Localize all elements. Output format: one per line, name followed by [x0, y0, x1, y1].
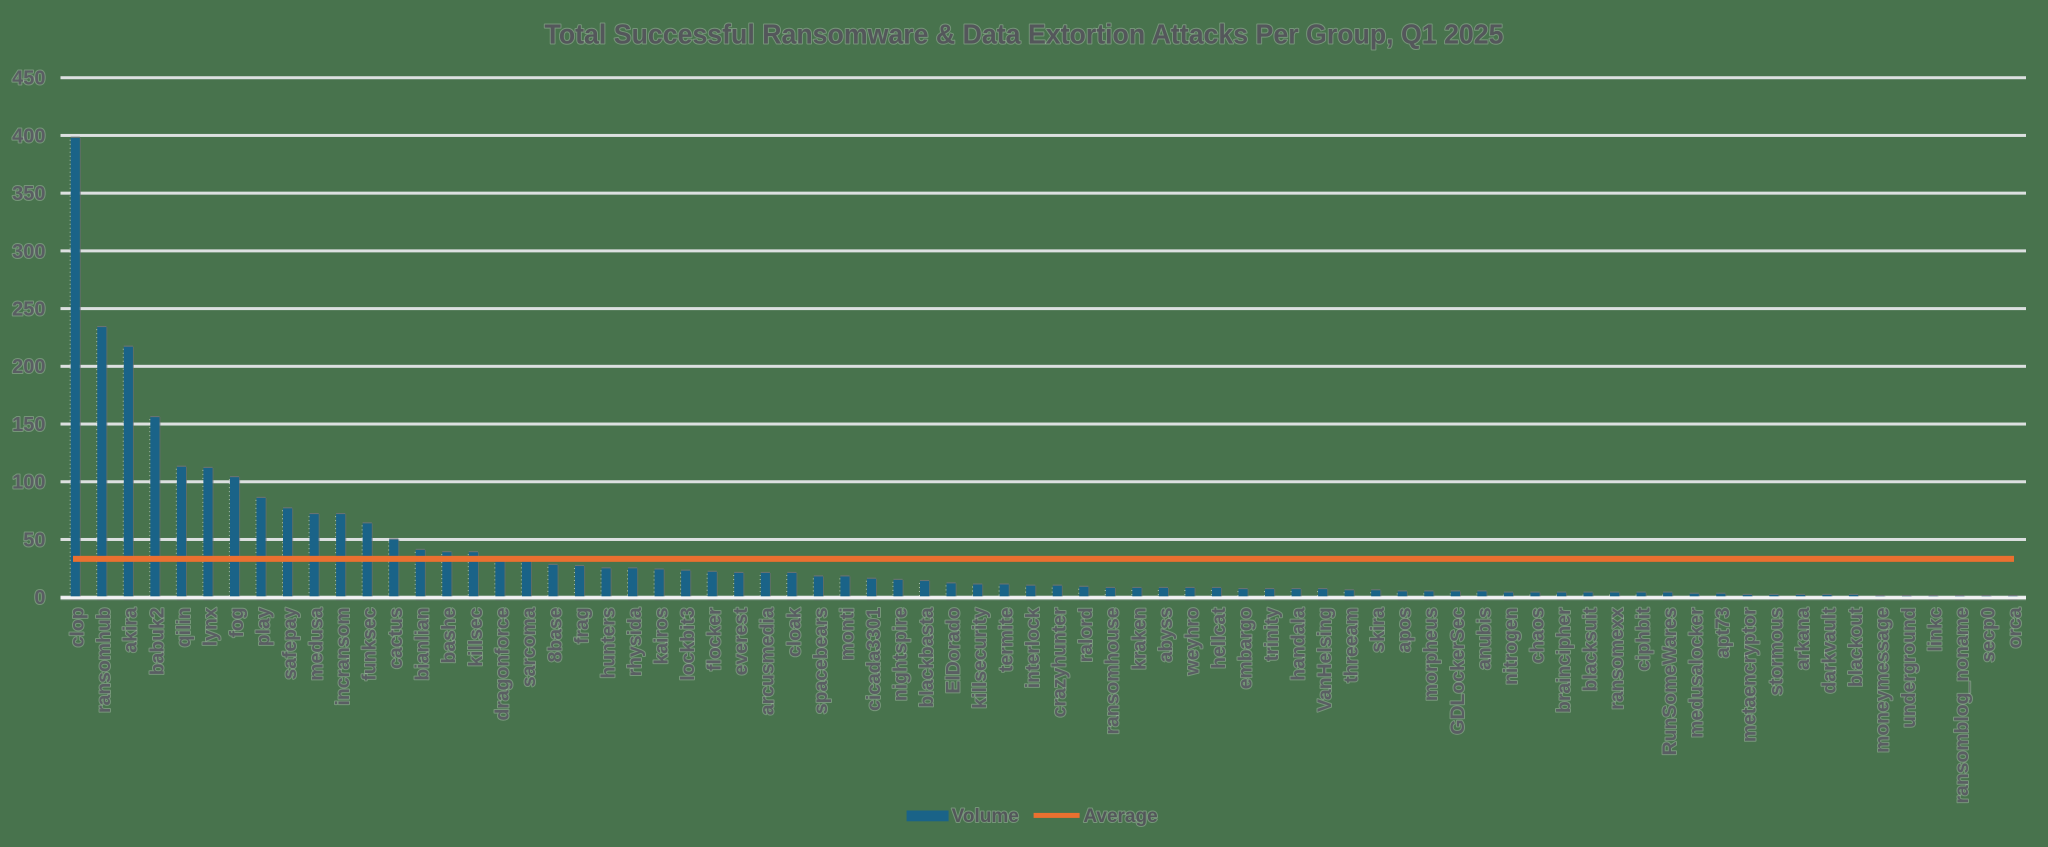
svg-text:funksec: funksec [359, 607, 381, 680]
svg-text:bashe: bashe [438, 607, 460, 663]
svg-text:kairos: kairos [651, 607, 673, 664]
svg-text:ransomhouse: ransomhouse [1102, 607, 1124, 734]
svg-text:abyss: abyss [1155, 607, 1177, 662]
svg-text:clop: clop [67, 607, 89, 647]
svg-text:anubis: anubis [1473, 607, 1495, 670]
svg-text:underground: underground [1898, 607, 1920, 728]
svg-text:flocker: flocker [704, 607, 726, 671]
svg-text:lockbit3: lockbit3 [677, 607, 699, 680]
svg-text:cicada3301: cicada3301 [863, 607, 885, 711]
svg-text:Volume: Volume [952, 806, 1019, 827]
svg-text:handala: handala [1288, 607, 1310, 680]
svg-text:everest: everest [730, 607, 752, 675]
svg-text:play: play [252, 607, 274, 646]
svg-text:400: 400 [12, 125, 45, 147]
svg-text:embargo: embargo [1234, 607, 1256, 689]
svg-text:qilin: qilin [173, 607, 195, 647]
svg-text:300: 300 [12, 241, 45, 263]
svg-text:lynx: lynx [199, 607, 221, 646]
svg-text:killsecurity: killsecurity [969, 607, 991, 709]
svg-text:RunSomeWares: RunSomeWares [1659, 607, 1681, 755]
svg-text:weyhro: weyhro [1181, 607, 1203, 676]
svg-text:cactus: cactus [385, 607, 407, 668]
svg-text:blackbasta: blackbasta [916, 607, 938, 707]
svg-text:hunters: hunters [597, 607, 619, 678]
svg-text:Total Successful Ransomware &: Total Successful Ransomware & Data Extor… [545, 19, 1504, 50]
svg-text:braincipher: braincipher [1553, 607, 1575, 713]
svg-text:incransom: incransom [332, 607, 354, 705]
svg-text:nightspire: nightspire [889, 607, 911, 701]
svg-text:trinity: trinity [1261, 607, 1283, 661]
svg-text:threeam: threeam [1341, 607, 1363, 682]
svg-text:stormous: stormous [1765, 607, 1787, 695]
svg-text:50: 50 [23, 529, 45, 551]
svg-text:crazyhunter: crazyhunter [1049, 607, 1071, 717]
svg-text:bianlian: bianlian [412, 607, 434, 680]
svg-text:arcusmedia: arcusmedia [757, 607, 779, 715]
svg-text:blacksuit: blacksuit [1579, 607, 1601, 692]
svg-text:monti: monti [836, 607, 858, 660]
svg-text:8base: 8base [544, 607, 566, 662]
svg-text:secp0: secp0 [1978, 607, 2000, 662]
svg-text:VanHelsing: VanHelsing [1314, 607, 1336, 712]
svg-text:moneymessage: moneymessage [1871, 607, 1893, 753]
svg-text:medusalocker: medusalocker [1686, 607, 1708, 738]
svg-text:ransomexx: ransomexx [1606, 607, 1628, 710]
svg-text:apt73: apt73 [1712, 607, 1734, 658]
svg-text:ElDorado: ElDorado [943, 607, 965, 693]
svg-text:150: 150 [12, 414, 45, 436]
svg-text:rhysida: rhysida [624, 607, 646, 676]
svg-text:akira: akira [120, 607, 142, 653]
svg-text:killsec: killsec [465, 607, 487, 667]
svg-text:apos: apos [1394, 607, 1416, 652]
svg-text:chaos: chaos [1526, 607, 1548, 663]
svg-text:blackout: blackout [1845, 607, 1867, 687]
svg-text:200: 200 [12, 356, 45, 378]
svg-text:linkc: linkc [1925, 607, 1947, 651]
svg-text:0: 0 [34, 587, 45, 609]
svg-text:interlock: interlock [1022, 607, 1044, 688]
svg-text:skira: skira [1367, 607, 1389, 653]
svg-text:ransomhub: ransomhub [93, 607, 115, 713]
svg-text:hellcat: hellcat [1208, 607, 1230, 669]
svg-text:safepay: safepay [279, 607, 301, 679]
svg-text:ralord: ralord [1075, 607, 1097, 662]
svg-text:sarcoma: sarcoma [518, 607, 540, 687]
svg-text:350: 350 [12, 183, 45, 205]
svg-text:cloak: cloak [783, 607, 805, 657]
svg-text:frag: frag [571, 607, 593, 644]
svg-text:kraken: kraken [1128, 607, 1150, 670]
svg-text:GDLockerSec: GDLockerSec [1447, 607, 1469, 734]
svg-text:morpheus: morpheus [1420, 607, 1442, 701]
svg-text:darkvault: darkvault [1818, 607, 1840, 694]
svg-text:450: 450 [12, 68, 45, 90]
svg-text:dragonforce: dragonforce [491, 607, 513, 720]
svg-text:termite: termite [996, 607, 1018, 672]
svg-text:250: 250 [12, 299, 45, 321]
svg-text:Average: Average [1083, 806, 1157, 827]
svg-text:babuk2: babuk2 [146, 607, 168, 675]
svg-text:ciphbit: ciphbit [1633, 607, 1655, 671]
svg-text:medusa: medusa [306, 607, 328, 680]
svg-text:100: 100 [12, 472, 45, 494]
svg-text:metaencryptor: metaencryptor [1739, 607, 1761, 742]
svg-text:ransomblog_noname: ransomblog_noname [1951, 607, 1973, 803]
svg-text:arkana: arkana [1792, 607, 1814, 670]
svg-text:nitrogen: nitrogen [1500, 607, 1522, 685]
svg-text:spacebears: spacebears [810, 607, 832, 714]
svg-text:fog: fog [226, 607, 248, 637]
svg-text:orca: orca [2004, 607, 2026, 648]
